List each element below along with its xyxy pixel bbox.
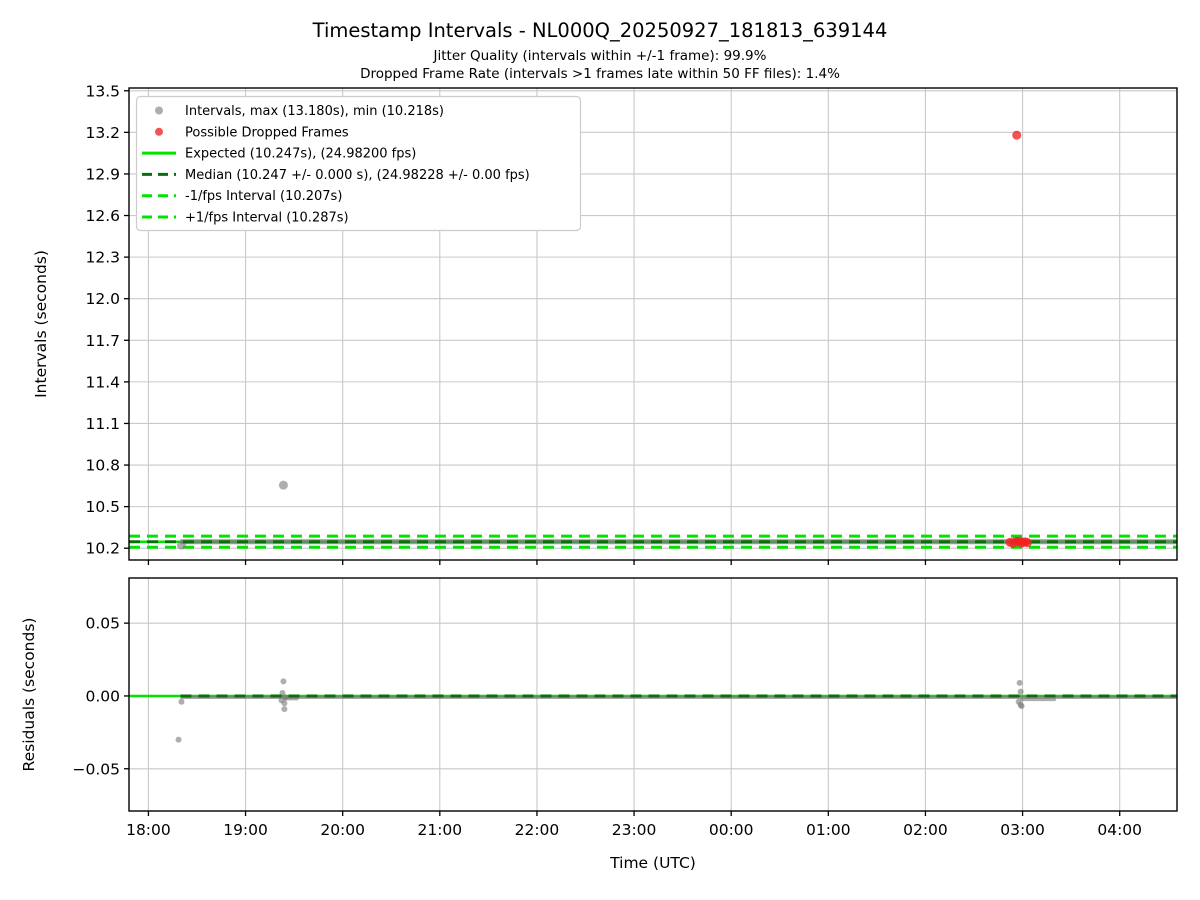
intervals-axes: 13.5 13.2 12.9 12.6 12.3 12.0 11.7 11.4 11.1 10.8… [32, 82, 1178, 565]
y-tick-label: 13.2 [85, 124, 120, 142]
y-tick-label: 13.5 [85, 82, 120, 100]
interval-point [1016, 679, 1023, 686]
x-tick-label: 04:00 [1097, 821, 1142, 839]
y-tick-label: 12.3 [85, 249, 120, 267]
y-tick-label: 0.00 [85, 687, 120, 705]
legend-entry-label: +1/fps Interval (10.287s) [185, 211, 349, 226]
dropped-frame-point [1012, 130, 1022, 140]
x-tick-label: 23:00 [612, 821, 657, 839]
legend-entry-label: Possible Dropped Frames [185, 125, 349, 140]
x-tick-label: 22:00 [515, 821, 560, 839]
interval-point [175, 736, 182, 743]
y-tick-label: −0.05 [73, 760, 121, 778]
x-tick-label: 01:00 [806, 821, 851, 839]
y-tick-label: 12.9 [85, 165, 120, 183]
x-tick-label: 21:00 [417, 821, 462, 839]
x-tick-label: 03:00 [1000, 821, 1045, 839]
legend: Intervals, max (13.180s), min (10.218s) P… [135, 95, 582, 232]
legend-box [135, 95, 582, 232]
interval-point [1018, 703, 1025, 710]
x-tick-label: 20:00 [320, 821, 365, 839]
y-tick-label: 12.0 [85, 290, 120, 308]
x-tick-label: 00:00 [709, 821, 754, 839]
x-tick-label: 18:00 [126, 821, 171, 839]
y-tick-label: 10.2 [85, 540, 120, 558]
y-tick-label: 10.5 [85, 498, 120, 516]
x-tick-label: 02:00 [903, 821, 948, 839]
legend-entry-label: Intervals, max (13.180s), min (10.218s) [185, 104, 444, 119]
interval-point [178, 698, 185, 705]
axes-frame [128, 87, 1178, 561]
intervals-y-axis-label: Intervals (seconds) [32, 250, 50, 398]
y-tick-label: 11.7 [85, 332, 120, 350]
legend-entry-label: -1/fps Interval (10.207s) [185, 189, 342, 204]
legend-marker-dot [155, 127, 163, 136]
y-tick-label: 0.05 [85, 615, 120, 633]
legend-marker-dot [155, 106, 163, 115]
y-tick-label: 11.1 [85, 415, 120, 433]
residuals-axes: 0.05 0.00 −0.05 18:00 19:00 20:00 21:00 22:00 23… [20, 577, 1178, 872]
interval-point [1017, 688, 1024, 695]
x-tick-label: 19:00 [223, 821, 268, 839]
interval-point [278, 480, 288, 490]
y-tick-label: 10.8 [85, 457, 120, 475]
chart-title: Timestamp Intervals - NL000Q_20250927_18… [312, 19, 888, 42]
legend-entry-label: Median (10.247 +/- 0.000 s), (24.98228 +… [185, 168, 530, 183]
interval-point [281, 706, 288, 713]
interval-point [281, 700, 288, 707]
y-tick-label: 12.6 [85, 207, 120, 225]
subtitle-dropped-frame-rate: Dropped Frame Rate (intervals >1 frames … [360, 66, 840, 82]
y-tick-label: 11.4 [85, 373, 120, 391]
residuals-y-axis-label: Residuals (seconds) [20, 618, 38, 772]
legend-entry-label: Expected (10.247s), (24.98200 fps) [185, 147, 416, 162]
interval-point [280, 678, 287, 685]
subtitle-jitter-quality: Jitter Quality (intervals within +/-1 fr… [433, 48, 767, 64]
axes-frame [128, 577, 1178, 812]
x-axis-label: Time (UTC) [609, 854, 696, 872]
dropped-frame-point [1022, 538, 1032, 548]
